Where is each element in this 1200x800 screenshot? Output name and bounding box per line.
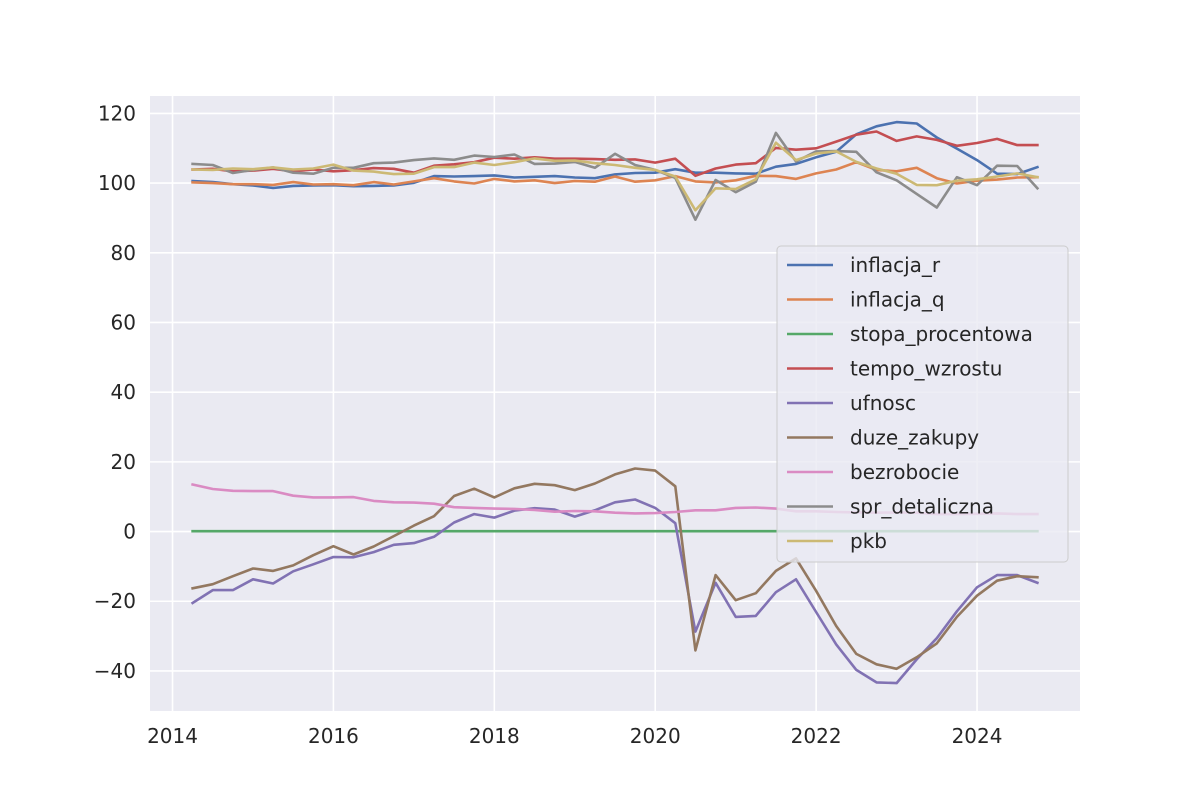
- legend-label: spr_detaliczna: [850, 495, 994, 519]
- x-axis-ticks: 2014 2016 2018 2020 2022 2024: [147, 724, 1002, 748]
- series-line-tempo-wzrostu: [191, 130, 1039, 178]
- legend-label: stopa_procentowa: [850, 322, 1033, 346]
- legend-label: inflacja_r: [850, 253, 941, 277]
- y-tick-label: −20: [94, 589, 136, 613]
- x-tick-label: 2024: [952, 724, 1003, 748]
- series-line-spr-detaliczna: [191, 131, 1040, 221]
- x-tick-label: 2018: [469, 724, 520, 748]
- series-line-pkb: [191, 141, 1039, 212]
- series-line-duze-zakupy: [191, 467, 1039, 671]
- legend-label: tempo_wzrostu: [850, 357, 1002, 381]
- y-axis-ticks: 120 100 80 60 40 20 0 −20 −40: [94, 101, 136, 683]
- x-tick-label: 2016: [308, 724, 359, 748]
- x-tick-label: 2020: [630, 724, 681, 748]
- series-line-inflacja-q: [191, 160, 1039, 187]
- series-lines: [190, 120, 1040, 685]
- legend-box: [776, 245, 1069, 563]
- y-tick-label: 0: [123, 520, 136, 544]
- y-tick-label: 100: [98, 171, 136, 195]
- x-tick-label: 2014: [147, 724, 198, 748]
- y-tick-label: 40: [111, 380, 136, 404]
- y-tick-label: 80: [111, 241, 136, 265]
- y-tick-label: 60: [111, 310, 136, 334]
- legend-label: bezrobocie: [850, 460, 959, 484]
- y-tick-label: 20: [111, 450, 136, 474]
- legend-label: inflacja_q: [850, 288, 945, 312]
- legend: inflacja_r inflacja_q stopa_procentowatemp…: [776, 245, 1069, 563]
- legend-label: pkb: [850, 529, 887, 553]
- y-tick-label: 120: [98, 101, 136, 125]
- series-line-ufnosc: [190, 498, 1040, 685]
- legend-label: duze_zakupy: [850, 426, 979, 450]
- legend-label: ufnosc: [850, 391, 916, 415]
- y-tick-label: −40: [94, 659, 136, 683]
- x-tick-label: 2022: [791, 724, 842, 748]
